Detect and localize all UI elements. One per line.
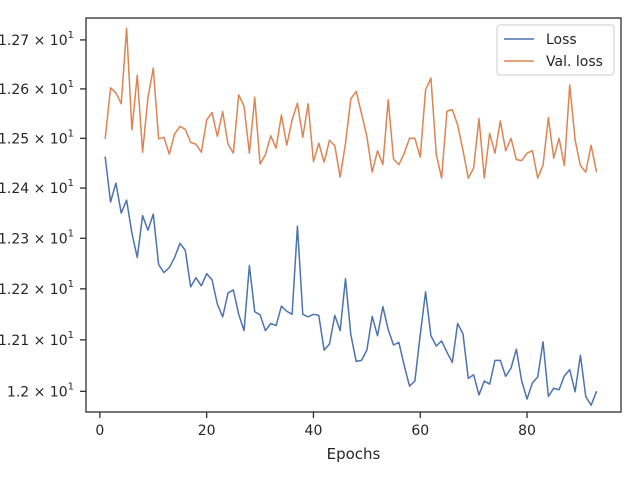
y-tick-label: 1.22 × 101: [0, 279, 74, 298]
series-layer: [104, 27, 598, 407]
x-tick-label: 20: [198, 423, 216, 439]
y-tick-label: 1.24 × 101: [0, 178, 74, 197]
x-tick-label: 60: [411, 423, 429, 439]
y-tick-label: 1.21 × 101: [0, 330, 74, 349]
legend: Loss Val. loss: [496, 24, 615, 76]
y-ticks: 1.2 × 101 1.21 × 101 1.22 × 101 1.23 × 101 1…: [0, 30, 86, 400]
y-tick-label: 1.23 × 101: [0, 228, 74, 247]
x-tick-label: 80: [518, 423, 536, 439]
y-tick-label: 1.25 × 101: [0, 128, 74, 147]
series-line-1: [104, 27, 598, 179]
x-ticks: 0 20 40 60 80: [95, 412, 536, 439]
x-tick-label: 0: [95, 423, 104, 439]
x-tick-label: 40: [305, 423, 323, 439]
legend-label-loss: Loss: [546, 32, 577, 48]
y-tick-label: 1.2 × 101: [7, 381, 74, 400]
x-axis-label: Epochs: [327, 445, 381, 463]
y-tick-label: 1.26 × 101: [0, 79, 74, 98]
series-line-0: [104, 156, 598, 407]
y-tick-label: 1.27 × 101: [0, 30, 74, 49]
legend-box: [496, 24, 615, 76]
plot-frame: [85, 17, 622, 413]
legend-label-val-loss: Val. loss: [546, 54, 603, 70]
